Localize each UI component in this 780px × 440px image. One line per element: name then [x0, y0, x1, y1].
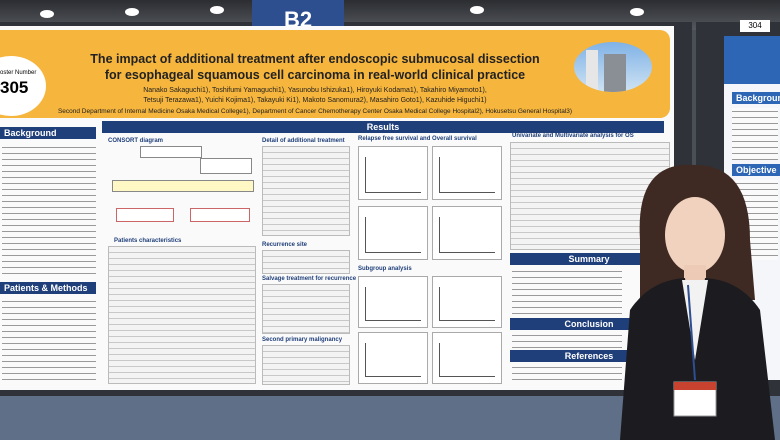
- ceiling-light: [630, 8, 644, 16]
- panel-heading: Detail of additional treatment: [262, 138, 345, 144]
- authors: Nanako Sakaguchi1), Toshifumi Yamaguchi1…: [60, 86, 570, 106]
- panel-heading: CONSORT diagram: [108, 138, 164, 144]
- survival-plot: [432, 332, 502, 384]
- face: [665, 197, 725, 273]
- survival-plot: [358, 146, 428, 200]
- panel-heading: Second primary malignancy: [262, 337, 343, 343]
- table: [262, 345, 350, 385]
- survival-plot: [358, 276, 428, 328]
- building: [586, 50, 598, 92]
- badge-stripe: [674, 382, 716, 390]
- lanyard: [687, 284, 696, 381]
- title-banner: [0, 30, 670, 118]
- table: [262, 284, 350, 334]
- survival-plot: [432, 146, 502, 200]
- text-block: [2, 298, 96, 382]
- poster-number-label: oster Number: [0, 70, 37, 76]
- panel-heading: Recurrence site: [262, 242, 308, 248]
- title-line: The impact of additional treatment after…: [90, 52, 540, 66]
- diagram-box: [140, 146, 202, 158]
- survival-plot: [432, 276, 502, 328]
- panel-heading: Salvage treatment for recurrence: [262, 276, 357, 282]
- table: [262, 146, 350, 236]
- section-heading: Background: [732, 92, 780, 104]
- table: [262, 250, 350, 274]
- survival-plot: [358, 206, 428, 260]
- panel-heading: Patients characteristics: [114, 238, 182, 244]
- poster-number: 305: [0, 78, 29, 97]
- panel-heading: Subgroup analysis: [358, 266, 412, 272]
- poster-number-tag: 304: [740, 20, 770, 32]
- survival-plot: [358, 332, 428, 384]
- panel-heading: Relapse free survival and Overall surviv…: [358, 136, 477, 142]
- presenter: [620, 164, 775, 440]
- ceiling-light: [210, 6, 224, 14]
- ceiling-light: [40, 10, 54, 18]
- bangs: [655, 182, 730, 210]
- ceiling-light: [125, 8, 139, 16]
- author-line: Tetsuji Terazawa1), Yuichi Kojima1), Tak…: [143, 97, 487, 104]
- neighbor-header: [724, 36, 780, 84]
- text-block: [2, 144, 96, 278]
- section-heading: Objective: [732, 164, 780, 176]
- text-block: [732, 108, 778, 160]
- jacket: [620, 278, 775, 440]
- title-line: for esophageal squamous cell carcinoma i…: [104, 68, 526, 82]
- affiliation: Second Department of Internal Medicine O…: [57, 108, 573, 115]
- section-heading: Background: [0, 127, 96, 139]
- section-heading: Results: [102, 121, 664, 133]
- ceiling-light: [470, 6, 484, 14]
- text-block: [512, 332, 622, 348]
- diagram-box: [112, 180, 254, 192]
- text-block: [512, 268, 622, 316]
- survival-plot: [432, 206, 502, 260]
- title: The impact of additional treatment after…: [60, 51, 570, 83]
- table: [108, 246, 256, 384]
- diagram-box: [116, 208, 174, 222]
- section-heading: Patients & Methods: [0, 282, 96, 294]
- building-photo: [574, 42, 652, 92]
- diagram-box: [200, 158, 252, 174]
- section-heading: Summary: [510, 253, 668, 265]
- diagram-box: [190, 208, 250, 222]
- section-heading: Conclusion: [510, 318, 668, 330]
- author-line: Nanako Sakaguchi1), Toshifumi Yamaguchi1…: [143, 87, 487, 94]
- text-block: [512, 364, 622, 382]
- building: [604, 54, 626, 92]
- panel-heading: Univariate and Multivariate analysis for…: [512, 133, 634, 139]
